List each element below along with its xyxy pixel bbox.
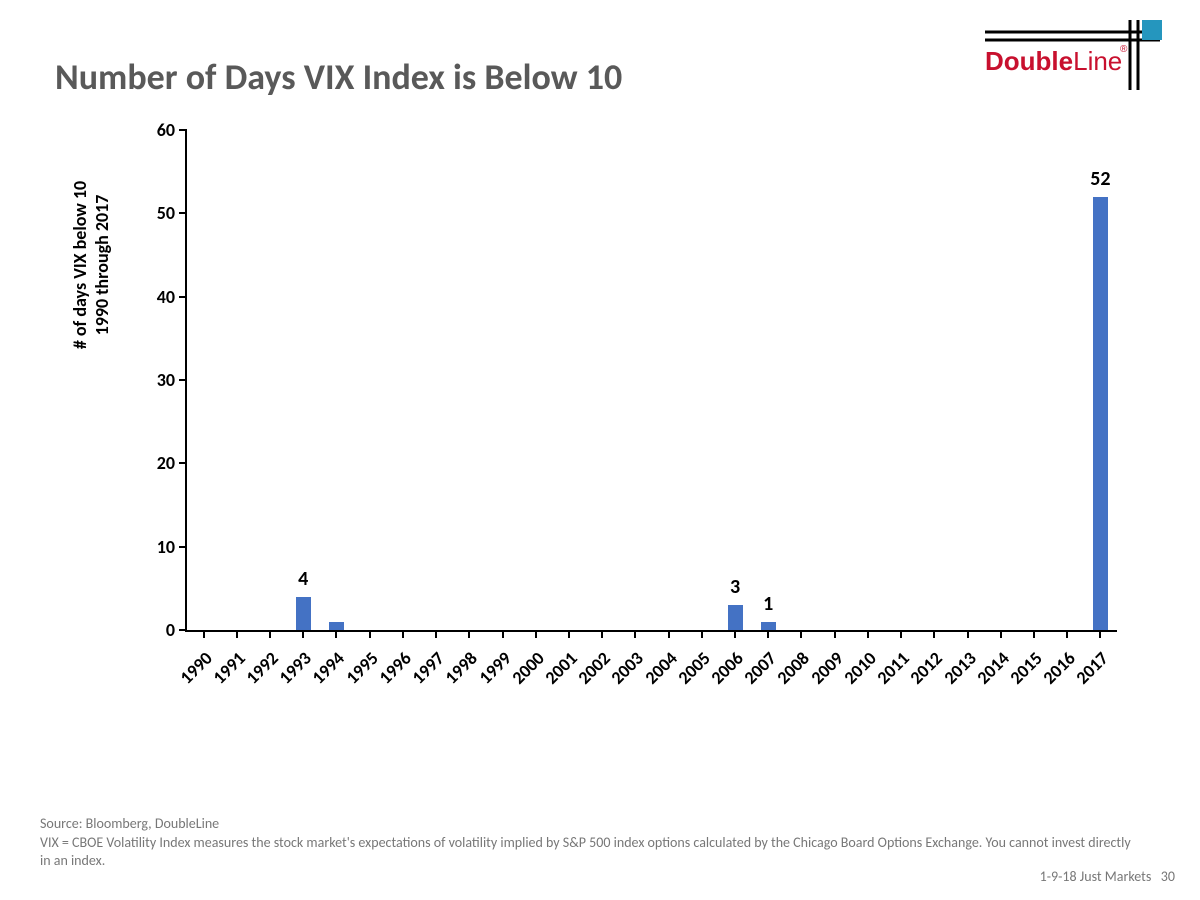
page-title: Number of Days VIX Index is Below 10 [55, 55, 622, 99]
bar-value-label: 4 [298, 567, 308, 591]
x-tick [668, 630, 670, 638]
x-tick [269, 630, 271, 638]
bar-value-label: 1 [763, 592, 773, 616]
y-tick [179, 129, 187, 131]
y-axis-title: # of days VIX below 10 1990 through 2017 [70, 150, 113, 380]
y-tick [179, 546, 187, 548]
bar [329, 622, 344, 630]
y-tick [179, 212, 187, 214]
x-tick [402, 630, 404, 638]
x-tick [701, 630, 703, 638]
x-tick [468, 630, 470, 638]
y-tick [179, 462, 187, 464]
x-tick [967, 630, 969, 638]
x-tick [800, 630, 802, 638]
x-tick [601, 630, 603, 638]
x-tick [634, 630, 636, 638]
x-tick [933, 630, 935, 638]
page-footer: 1-9-18 Just Markets 30 [1040, 868, 1175, 885]
x-tick [568, 630, 570, 638]
x-tick [302, 630, 304, 638]
x-tick [1066, 630, 1068, 638]
bar [761, 622, 776, 630]
y-tick-label: 20 [135, 452, 175, 474]
x-tick [535, 630, 537, 638]
x-tick [867, 630, 869, 638]
x-tick [900, 630, 902, 638]
y-tick-label: 40 [135, 286, 175, 308]
y-tick-label: 60 [135, 119, 175, 141]
y-tick-label: 50 [135, 202, 175, 224]
x-tick [1099, 630, 1101, 638]
source-text: Source: Bloomberg, DoubleLine [40, 815, 1140, 833]
y-tick-label: 0 [135, 619, 175, 641]
bar [296, 597, 311, 630]
x-tick [1033, 630, 1035, 638]
svg-text:®: ® [1120, 44, 1128, 55]
y-tick [179, 296, 187, 298]
y-tick [179, 629, 187, 631]
x-tick [1000, 630, 1002, 638]
x-tick [369, 630, 371, 638]
y-tick [179, 379, 187, 381]
x-tick [834, 630, 836, 638]
bar-value-label: 3 [730, 575, 740, 599]
bar [1093, 197, 1108, 630]
svg-text:DoubleLine: DoubleLine [985, 46, 1122, 76]
footer-notes: Source: Bloomberg, DoubleLine VIX = CBOE… [40, 815, 1140, 870]
bar-chart: 0102030405060199019911992199341994199519… [155, 130, 1115, 660]
y-tick-label: 10 [135, 536, 175, 558]
y-tick-label: 30 [135, 369, 175, 391]
x-tick [236, 630, 238, 638]
doubleline-logo: DoubleLine ® [980, 20, 1180, 100]
x-tick [203, 630, 205, 638]
disclaimer-text: VIX = CBOE Volatility Index measures the… [40, 834, 1140, 870]
bar [728, 605, 743, 630]
bar-value-label: 52 [1090, 167, 1110, 191]
x-tick [734, 630, 736, 638]
x-tick [502, 630, 504, 638]
x-tick [435, 630, 437, 638]
x-tick [335, 630, 337, 638]
x-tick [767, 630, 769, 638]
